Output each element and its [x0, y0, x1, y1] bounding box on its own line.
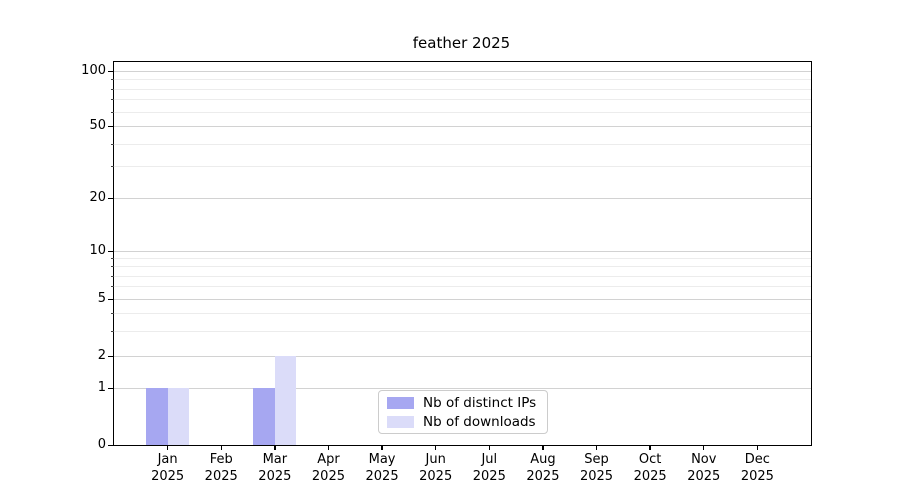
x-tick-label: May 2025 [365, 452, 399, 484]
minor-gridline [114, 88, 811, 90]
plot-area: 0 1 2 5 10 20 50 100 Jan 2025 Feb 2025 Mar 2025 Apr… [81, 61, 812, 484]
y-major-tick [108, 250, 114, 252]
major-gridline [114, 251, 811, 252]
minor-gridline [114, 312, 811, 314]
y-major-tick [108, 197, 114, 199]
x-tick [542, 445, 544, 450]
y-minor-tick [111, 166, 114, 168]
legend-swatch-distinct-ips-icon [387, 396, 414, 409]
y-major-tick [108, 125, 114, 127]
x-tick-label: Nov 2025 [687, 452, 721, 484]
bar-distinct-ips [146, 388, 168, 445]
x-tick [327, 445, 330, 450]
y-minor-tick [111, 143, 114, 145]
major-gridline [114, 126, 811, 127]
minor-gridline [114, 330, 811, 332]
x-tick-label: Oct 2025 [633, 452, 667, 484]
y-minor-tick [111, 111, 114, 113]
minor-gridline [114, 99, 811, 101]
x-tick [649, 445, 651, 450]
x-tick-label: Aug 2025 [526, 452, 560, 484]
x-tick-label: Jun 2025 [419, 452, 453, 484]
x-tick [434, 445, 437, 450]
y-tick-label: 20 [89, 190, 106, 205]
y-major-tick [108, 70, 114, 72]
y-tick-label: 50 [89, 118, 106, 133]
y-minor-tick [111, 266, 114, 268]
x-tick-label: Jul 2025 [472, 452, 506, 484]
bar-downloads [167, 388, 189, 445]
x-tick-label: Dec 2025 [740, 452, 774, 484]
minor-gridline [114, 258, 811, 260]
minor-gridline [114, 111, 811, 113]
x-tick [381, 445, 383, 450]
y-minor-tick [111, 88, 114, 90]
minor-gridline [114, 166, 811, 168]
y-major-tick [108, 444, 114, 446]
chart-title: feather 2025 [412, 34, 511, 52]
bar-downloads [274, 356, 297, 445]
major-gridline [114, 388, 811, 389]
x-tick-label: Feb 2025 [204, 452, 238, 484]
y-major-tick [108, 355, 114, 357]
y-minor-tick [111, 275, 114, 277]
y-tick-label: 100 [81, 63, 106, 78]
minor-gridline [114, 266, 811, 268]
legend-swatch-downloads-icon [387, 415, 414, 428]
legend-label-downloads: Nb of downloads [423, 413, 536, 430]
x-tick [220, 445, 222, 450]
y-major-tick [108, 387, 114, 389]
minor-gridline [114, 275, 811, 277]
y-tick-label: 10 [89, 243, 106, 258]
minor-gridline [114, 286, 811, 288]
x-tick [703, 445, 705, 450]
x-tick-label: Apr 2025 [311, 452, 345, 484]
bar-distinct-ips [253, 388, 275, 445]
y-minor-tick [111, 312, 114, 314]
y-minor-tick [111, 258, 114, 260]
x-tick-label: Mar 2025 [258, 452, 292, 484]
major-gridline [114, 198, 811, 199]
x-tick-label: Jan 2025 [151, 452, 185, 484]
x-tick [595, 445, 598, 450]
y-minor-tick [111, 79, 114, 81]
legend: Nb of distinct IPs Nb of downloads [378, 390, 548, 434]
y-tick-label: 5 [97, 291, 106, 306]
y-minor-tick [111, 99, 114, 101]
y-major-tick [108, 298, 114, 300]
major-gridline [114, 299, 811, 300]
y-minor-tick [111, 330, 114, 332]
legend-row-downloads: Nb of downloads [387, 414, 539, 430]
x-tick [166, 445, 169, 450]
x-tick [756, 445, 759, 450]
major-gridline [114, 71, 811, 72]
y-minor-tick [111, 286, 114, 288]
major-gridline [114, 356, 811, 357]
y-tick-label: 0 [97, 437, 106, 452]
legend-row-distinct-ips: Nb of distinct IPs [387, 395, 539, 411]
legend-label-distinct-ips: Nb of distinct IPs [423, 394, 537, 411]
x-tick-label: Sep 2025 [579, 452, 614, 484]
y-tick-label: 1 [97, 380, 106, 395]
minor-gridline [114, 143, 811, 145]
minor-gridline [114, 79, 811, 81]
x-tick [274, 445, 276, 450]
x-tick [488, 445, 490, 450]
y-tick-label: 2 [97, 348, 106, 363]
